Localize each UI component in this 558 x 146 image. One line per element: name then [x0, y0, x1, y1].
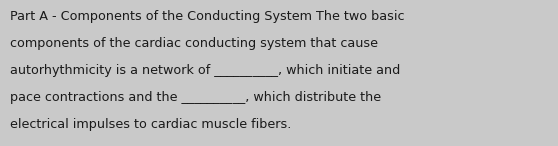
Text: electrical impulses to cardiac muscle fibers.: electrical impulses to cardiac muscle fi…	[10, 118, 291, 131]
Text: pace contractions and the __________, which distribute the: pace contractions and the __________, wh…	[10, 91, 381, 104]
Text: Part A - Components of the Conducting System The two basic: Part A - Components of the Conducting Sy…	[10, 10, 405, 23]
Text: autorhythmicity is a network of __________, which initiate and: autorhythmicity is a network of ________…	[10, 64, 400, 77]
Text: components of the cardiac conducting system that cause: components of the cardiac conducting sys…	[10, 37, 378, 50]
